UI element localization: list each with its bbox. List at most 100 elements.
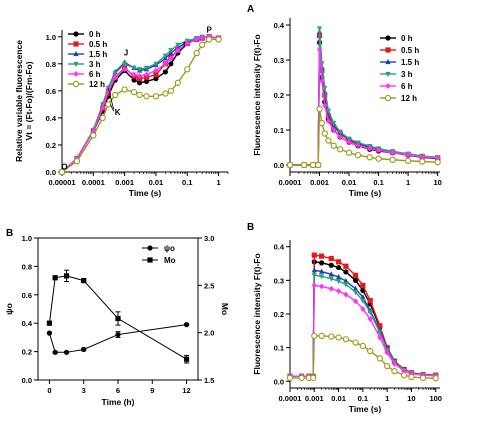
- x-axis-title: Time (s): [349, 188, 382, 198]
- y-axis-title: Vt = (Ft-Fo)/(Fm-Fo): [24, 61, 34, 140]
- data-point: [316, 46, 323, 53]
- data-point: [367, 297, 373, 304]
- y-tick-label: 0.2: [274, 91, 284, 100]
- data-point: [316, 105, 323, 113]
- x-tick-label: 1: [385, 394, 389, 403]
- panel-letter: B: [6, 228, 13, 239]
- legend-label: 0.5 h: [89, 40, 107, 49]
- data-point: [112, 91, 119, 99]
- data-point: [73, 158, 81, 165]
- x-tick-label: 0.0001: [279, 178, 302, 187]
- annotation-I: I: [183, 41, 185, 50]
- y-axis-title: Fluorescence intensity F(t)-Fo: [252, 253, 262, 374]
- legend-marker: [73, 61, 79, 68]
- data-point: [152, 93, 160, 100]
- legend-marker: [385, 47, 391, 53]
- legend-marker: [385, 35, 391, 41]
- y-tick-label-left: 1.0: [22, 234, 32, 243]
- x-axis-title: Time (s): [349, 404, 382, 414]
- data-point: [319, 78, 325, 84]
- panel-letter: A: [247, 4, 254, 15]
- data-point: [131, 65, 137, 71]
- data-point: [153, 72, 159, 78]
- series-psi: [46, 322, 190, 355]
- data-point: [328, 262, 334, 268]
- data-point: [345, 149, 353, 156]
- data-point: [184, 40, 190, 47]
- data-point: [367, 347, 374, 355]
- data-point: [100, 104, 106, 111]
- data-point: [434, 159, 441, 166]
- data-point: [316, 26, 323, 32]
- data-point: [167, 87, 175, 95]
- data-point: [81, 346, 87, 353]
- data-point: [383, 362, 391, 370]
- data-point: [162, 53, 168, 59]
- y-tick-label: 0.0: [46, 168, 56, 177]
- y-tick-label-left: 0.2: [22, 348, 32, 357]
- data-point: [143, 65, 150, 71]
- series-0-h: [287, 259, 439, 379]
- data-point: [359, 342, 367, 350]
- y-tick-label: 0.3: [274, 276, 284, 285]
- data-point: [286, 374, 294, 382]
- legend-label: Mo: [164, 256, 176, 265]
- data-point: [335, 264, 342, 271]
- legend-label: 0 h: [401, 34, 413, 43]
- legend-marker: [147, 257, 153, 263]
- data-point: [52, 349, 58, 355]
- data-point: [136, 80, 143, 86]
- data-point: [343, 291, 349, 298]
- data-point: [343, 282, 349, 288]
- data-point: [318, 268, 325, 274]
- data-point: [328, 285, 334, 292]
- data-point: [352, 290, 359, 296]
- legend-marker: [73, 41, 79, 47]
- data-point: [136, 72, 143, 79]
- data-point: [389, 156, 396, 163]
- data-point: [143, 93, 150, 100]
- data-point: [331, 127, 337, 133]
- x-tick-label: 6: [116, 386, 120, 395]
- legend-marker: [384, 94, 392, 102]
- y-tick-label-left: 0.8: [22, 262, 32, 271]
- data-point: [335, 278, 342, 285]
- legend-label: 0 h: [89, 30, 101, 39]
- x-tick-label: 3: [82, 386, 86, 395]
- x-tick-label: 0.1: [358, 394, 368, 403]
- x-tick-label: 10: [433, 178, 441, 187]
- legend-label: 0.5 h: [401, 46, 419, 55]
- x-tick-label: 10: [407, 394, 415, 403]
- series-line: [48, 275, 187, 360]
- y-tick-label: 1.0: [46, 33, 56, 42]
- data-point: [162, 90, 169, 97]
- data-point: [377, 334, 383, 341]
- data-point: [377, 323, 383, 329]
- x-tick-label: 1: [406, 178, 410, 187]
- data-point: [375, 155, 382, 162]
- x-tick-label: 0.1: [373, 178, 383, 187]
- data-point: [153, 76, 159, 82]
- data-point: [131, 71, 137, 78]
- data-point: [143, 78, 150, 84]
- legend-marker: [385, 83, 391, 89]
- chart-decay-b: 0.0001 0.001 0.01 0.1 1 10 100 0.0 0.1 0.2 0.3 0.4 T…: [247, 222, 442, 414]
- x-tick-label: 0.001: [115, 178, 134, 187]
- data-point: [401, 367, 407, 374]
- data-point: [153, 61, 159, 67]
- data-point: [355, 142, 361, 149]
- data-point: [175, 42, 181, 48]
- data-point: [325, 113, 332, 119]
- data-point: [311, 273, 317, 279]
- data-point: [112, 71, 118, 77]
- y-tick-label-right: 1.5: [204, 376, 214, 385]
- data-point: [404, 157, 412, 164]
- data-point: [115, 331, 121, 338]
- y-tick-label-right: 2.0: [204, 329, 214, 338]
- data-point: [193, 49, 200, 57]
- data-point: [342, 336, 350, 343]
- data-point: [435, 155, 441, 161]
- data-point: [175, 47, 181, 54]
- data-point: [377, 330, 383, 336]
